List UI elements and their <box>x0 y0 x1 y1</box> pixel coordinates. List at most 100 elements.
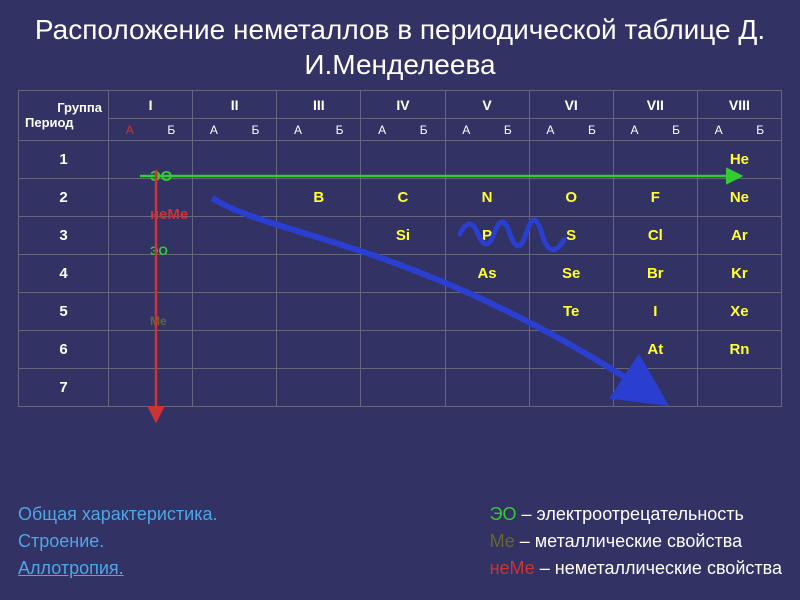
cell: Br <box>613 255 697 293</box>
cell <box>193 255 277 293</box>
group-6: VI <box>529 91 613 119</box>
cell <box>361 331 445 369</box>
cell: F <box>613 179 697 217</box>
cell <box>613 369 697 407</box>
cell: C <box>361 179 445 217</box>
sub-1: АБ <box>109 119 193 141</box>
cell <box>193 141 277 179</box>
footer: Общая характеристика. Строение. Аллотроп… <box>18 501 782 582</box>
period-number: 3 <box>19 217 109 255</box>
cell <box>613 141 697 179</box>
group-4: IV <box>361 91 445 119</box>
sub-7: АБ <box>613 119 697 141</box>
cell <box>193 179 277 217</box>
cell <box>277 141 361 179</box>
cell <box>109 255 193 293</box>
period-number: 5 <box>19 293 109 331</box>
table-row: 1 He <box>19 141 782 179</box>
header-row-groups: Группа Период I II III IV V VI VII VIII <box>19 91 782 119</box>
header-row-sub: АБ АБ АБ АБ АБ АБ АБ АБ <box>19 119 782 141</box>
period-number: 6 <box>19 331 109 369</box>
cell <box>277 217 361 255</box>
cell <box>529 331 613 369</box>
cell <box>445 293 529 331</box>
table-row: 5 TeIXe <box>19 293 782 331</box>
cell <box>361 293 445 331</box>
group-8: VIII <box>697 91 781 119</box>
cell <box>361 141 445 179</box>
legend-me: Ме – металлические свойства <box>490 528 782 555</box>
cell: Se <box>529 255 613 293</box>
anno-eo-vert: ЭО <box>150 244 168 258</box>
cell: Te <box>529 293 613 331</box>
cell <box>697 369 781 407</box>
table: Группа Период I II III IV V VI VII VIII … <box>18 90 782 407</box>
cell <box>193 331 277 369</box>
sub-8: АБ <box>697 119 781 141</box>
footer-legend: ЭО – электроотрецательность Ме – металли… <box>490 501 782 582</box>
anno-me: Ме <box>150 314 167 328</box>
cell <box>277 293 361 331</box>
table-row: 3 SiPSClAr <box>19 217 782 255</box>
cell: Cl <box>613 217 697 255</box>
cell <box>277 369 361 407</box>
group-7: VII <box>613 91 697 119</box>
group-2: II <box>193 91 277 119</box>
period-number: 4 <box>19 255 109 293</box>
footer-left-3[interactable]: Аллотропия. <box>18 555 218 582</box>
cell: O <box>529 179 613 217</box>
group-1: I <box>109 91 193 119</box>
cell: At <box>613 331 697 369</box>
group-5: V <box>445 91 529 119</box>
cell: I <box>613 293 697 331</box>
table-row: 7 <box>19 369 782 407</box>
sub-2: АБ <box>193 119 277 141</box>
cell: Rn <box>697 331 781 369</box>
legend-eo: ЭО – электроотрецательность <box>490 501 782 528</box>
period-number: 7 <box>19 369 109 407</box>
group-3: III <box>277 91 361 119</box>
cell <box>529 141 613 179</box>
sub-3: АБ <box>277 119 361 141</box>
cell: Ne <box>697 179 781 217</box>
cell: S <box>529 217 613 255</box>
cell: Xe <box>697 293 781 331</box>
sub-6: АБ <box>529 119 613 141</box>
cell: Ar <box>697 217 781 255</box>
periodic-table: Группа Период I II III IV V VI VII VIII … <box>0 90 800 407</box>
period-number: 1 <box>19 141 109 179</box>
footer-left-2: Строение. <box>18 528 218 555</box>
cell <box>445 141 529 179</box>
table-row: 2 BCNOFNe <box>19 179 782 217</box>
cell: Si <box>361 217 445 255</box>
cell <box>109 369 193 407</box>
sub-5: АБ <box>445 119 529 141</box>
corner-cell: Группа Период <box>19 91 109 141</box>
cell <box>445 369 529 407</box>
cell: P <box>445 217 529 255</box>
cell: Kr <box>697 255 781 293</box>
cell <box>193 293 277 331</box>
footer-left-1: Общая характеристика. <box>18 501 218 528</box>
cell: B <box>277 179 361 217</box>
cell: N <box>445 179 529 217</box>
cell: He <box>697 141 781 179</box>
cell <box>277 255 361 293</box>
table-row: 6 AtRn <box>19 331 782 369</box>
cell <box>109 331 193 369</box>
cell <box>193 217 277 255</box>
cell: As <box>445 255 529 293</box>
anno-neme: неМе <box>150 206 188 223</box>
period-number: 2 <box>19 179 109 217</box>
cell <box>445 331 529 369</box>
sub-4: АБ <box>361 119 445 141</box>
table-row: 4 AsSeBrKr <box>19 255 782 293</box>
cell <box>193 369 277 407</box>
legend-neme: неМе – неметаллические свойства <box>490 555 782 582</box>
footer-left: Общая характеристика. Строение. Аллотроп… <box>18 501 218 582</box>
page-title: Расположение неметаллов в периодической … <box>0 0 800 90</box>
cell <box>529 369 613 407</box>
anno-eo-horiz: ЭО <box>150 168 172 185</box>
cell <box>277 331 361 369</box>
cell <box>361 255 445 293</box>
